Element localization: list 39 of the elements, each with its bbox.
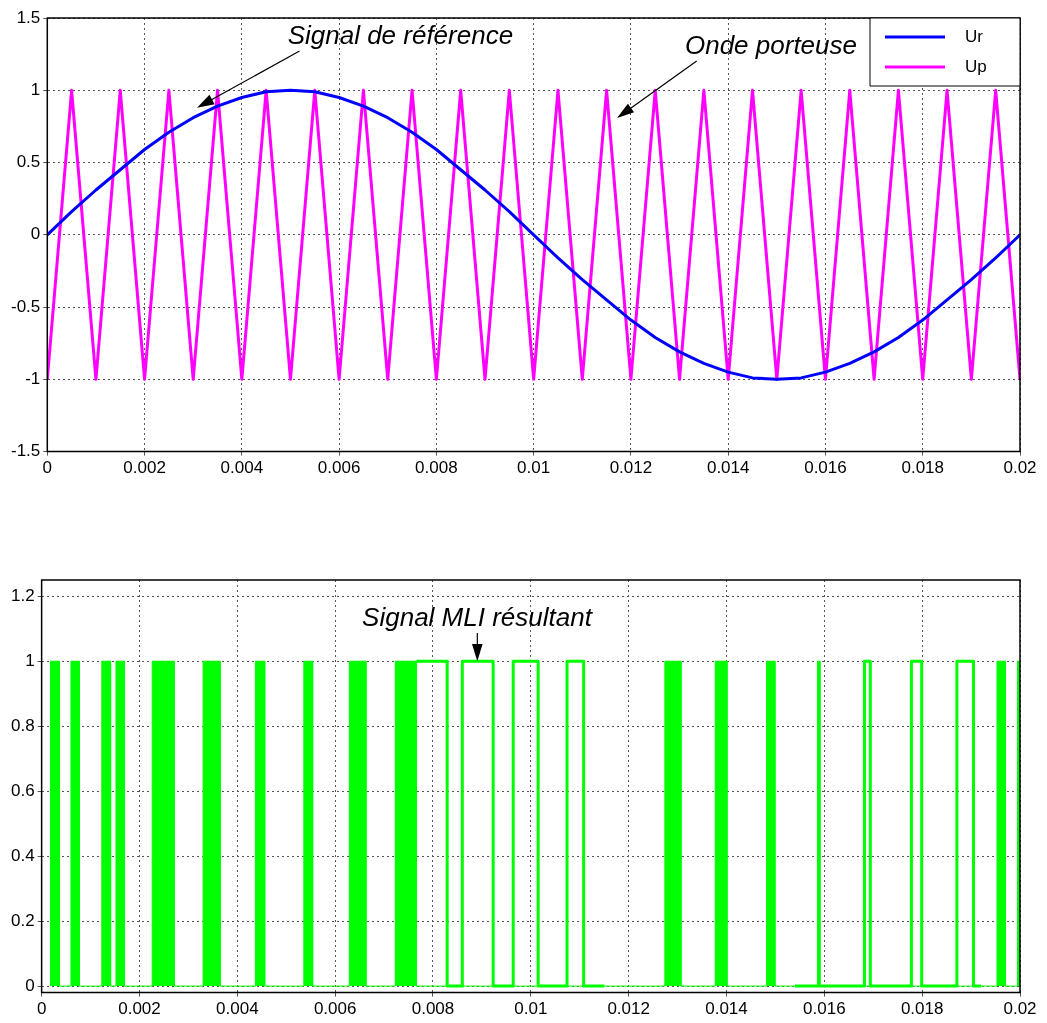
legend-label: Up [965,56,987,76]
y-tick-label: 0.5 [16,152,41,172]
y-tick-label: 0.2 [10,910,35,930]
y-tick-label: 0 [30,224,41,244]
x-tick-label: 0.016 [803,999,846,1019]
x-tick-label: 0.016 [804,458,847,478]
y-tick-label: 1 [30,79,41,99]
y-tick-label: 1 [25,650,35,670]
x-tick-label: 0.006 [313,999,357,1019]
x-tick-label: 0.018 [901,458,944,478]
x-tick-label: 0.01 [514,999,548,1019]
legend-label: Ur [965,26,984,46]
annotation: Signal de référence [287,20,514,51]
x-tick-label: 0.01 [517,458,551,478]
x-tick-label: 0.02 [1003,999,1037,1019]
x-tick-label: 0.004 [220,458,264,478]
x-tick-label: 0.008 [411,999,455,1019]
x-tick-label: 0.012 [607,999,650,1019]
x-tick-label: 0.014 [706,458,750,478]
y-tick-label: 1.5 [16,7,41,27]
y-tick-label: -1.5 [11,441,41,461]
x-tick-label: 0.006 [317,458,361,478]
x-tick-label: 0.008 [415,458,458,478]
annotation: Signal MLI résultant [362,602,592,632]
y-tick-label: 0.8 [10,715,35,735]
x-tick-label: 0.012 [609,458,653,478]
y-tick-label: 0 [25,975,35,995]
annotation: Onde porteuse [684,30,857,61]
x-tick-label: 0.002 [118,999,161,1019]
x-tick-label: 0.002 [123,458,166,478]
x-tick-label: 0.018 [900,999,944,1019]
y-tick-label: 1.2 [10,585,35,605]
y-tick-label: 0.6 [10,780,35,800]
y-tick-label: -0.5 [11,296,41,316]
y-tick-label: -1 [25,369,41,389]
x-tick-label: 0.02 [1003,458,1037,478]
x-tick-label: 0.014 [705,999,748,1019]
y-tick-label: 0.4 [10,845,35,865]
x-tick-label: 0.004 [216,999,259,1019]
